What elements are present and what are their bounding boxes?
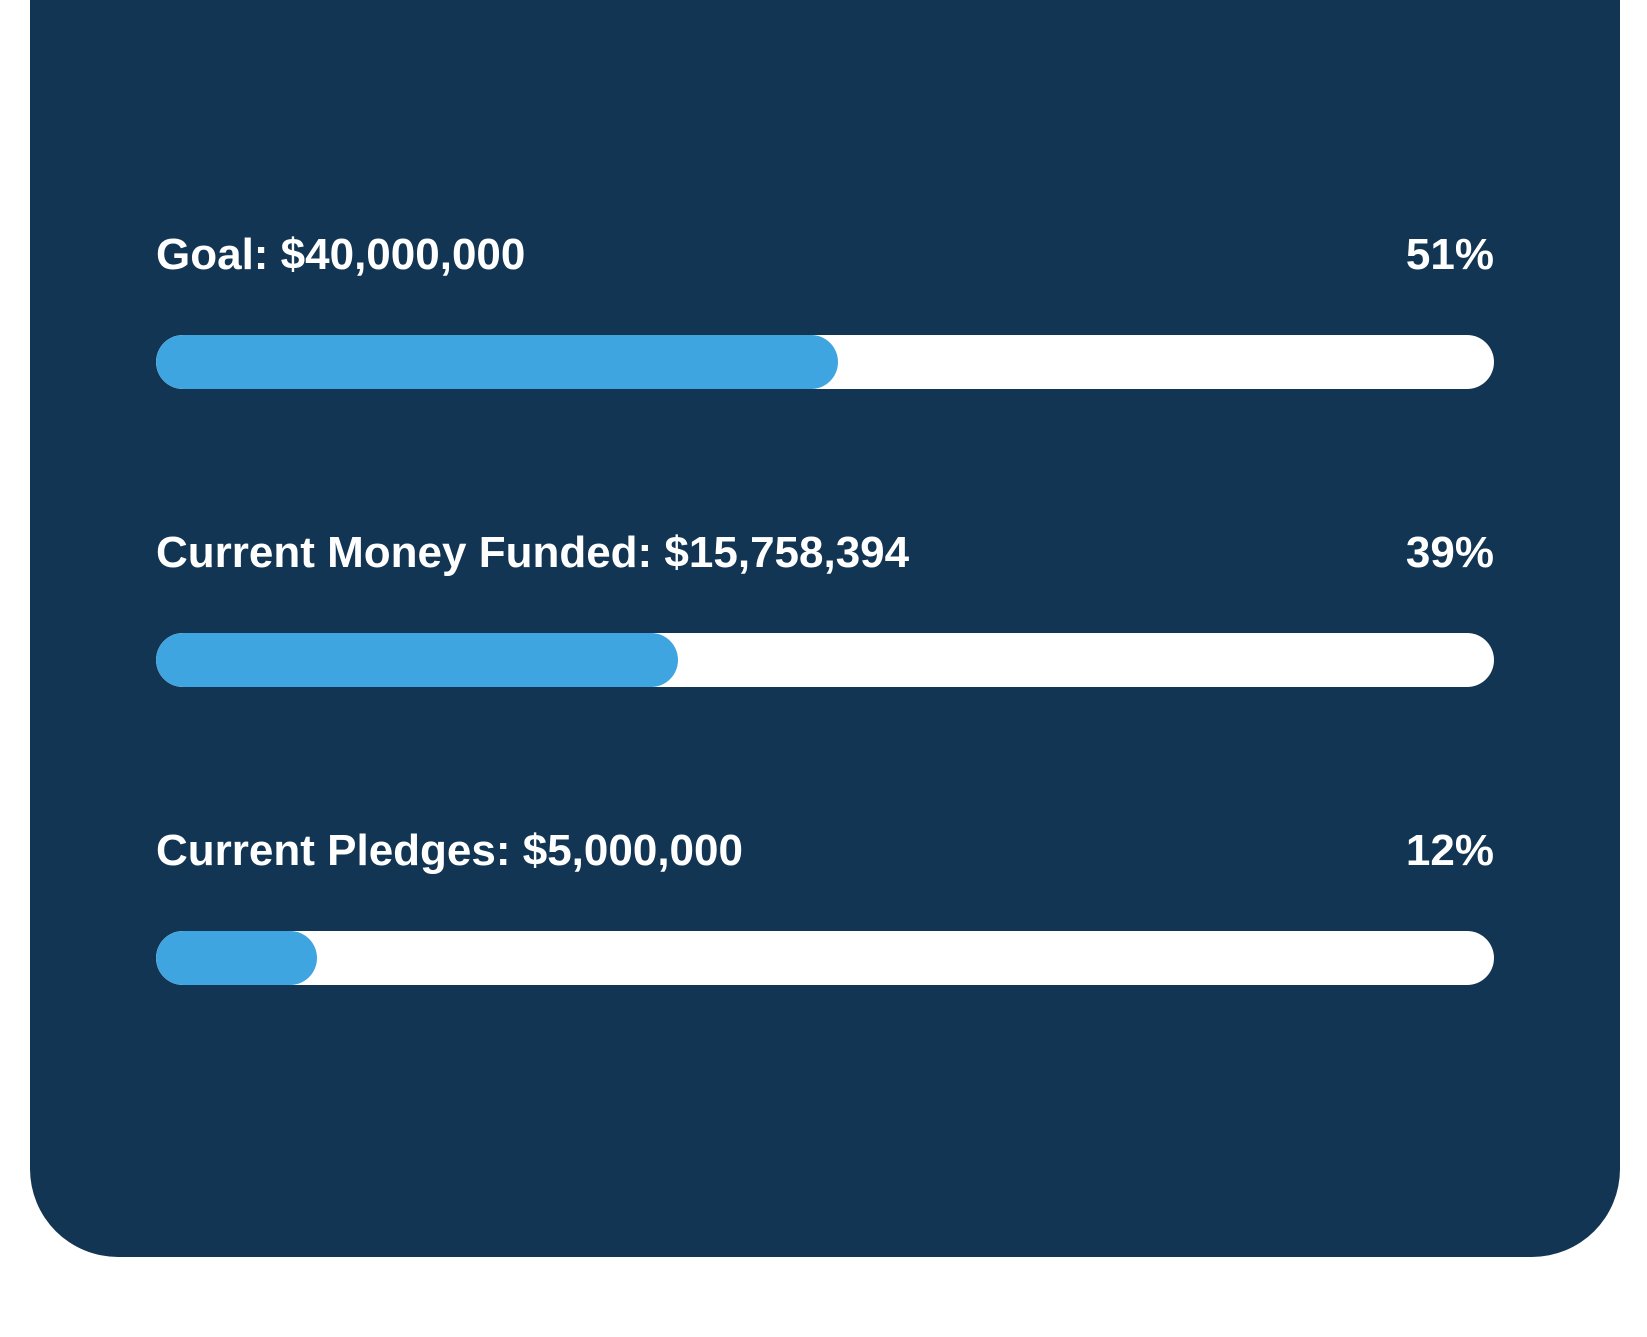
progress-percent: 51% bbox=[1405, 230, 1494, 279]
progress-item-pledges: Current Pledges: $5,000,000 12% bbox=[156, 821, 1494, 985]
progress-bar-fill bbox=[156, 931, 317, 985]
progress-bar-track bbox=[156, 931, 1494, 985]
progress-bar-track bbox=[156, 335, 1494, 389]
progress-bar-fill bbox=[156, 633, 678, 687]
progress-item-goal: Goal: $40,000,000 51% bbox=[156, 225, 1494, 389]
progress-label: Current Money Funded: $15,758,394 bbox=[156, 528, 910, 577]
progress-bar-fill bbox=[156, 335, 839, 389]
progress-percent: 39% bbox=[1405, 528, 1494, 577]
progress-item-money-funded: Current Money Funded: $15,758,394 39% bbox=[156, 523, 1494, 687]
progress-bar-track bbox=[156, 633, 1494, 687]
progress-label: Goal: $40,000,000 bbox=[156, 230, 526, 279]
progress-percent: 12% bbox=[1405, 826, 1494, 875]
fundraising-progress-card: Goal: $40,000,000 51% Current Money Fund… bbox=[30, 0, 1620, 1257]
progress-label: Current Pledges: $5,000,000 bbox=[156, 826, 743, 875]
